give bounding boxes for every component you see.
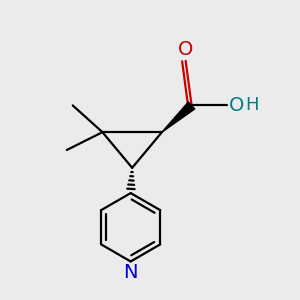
Text: H: H <box>245 96 259 114</box>
Text: O: O <box>178 40 194 59</box>
Polygon shape <box>162 102 195 132</box>
Text: N: N <box>123 263 138 282</box>
Text: O: O <box>229 96 244 115</box>
